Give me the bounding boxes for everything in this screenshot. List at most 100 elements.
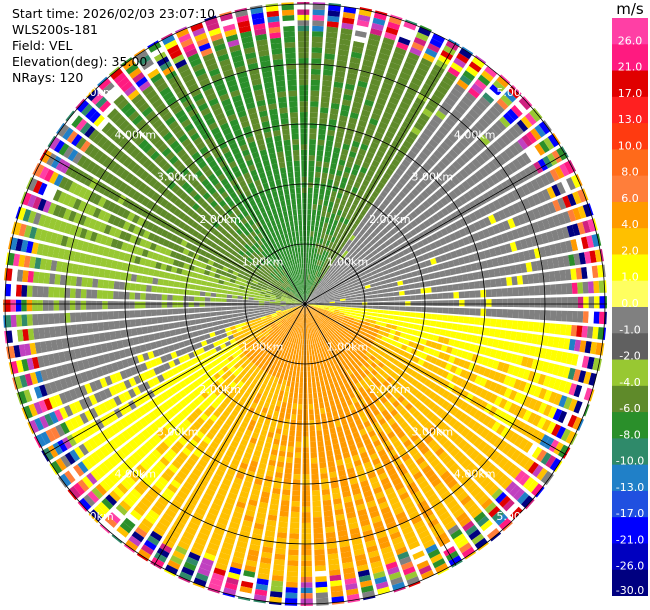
range-gate <box>315 319 319 325</box>
range-gate <box>437 421 447 431</box>
range-gate <box>124 368 133 378</box>
range-gate <box>322 256 327 263</box>
range-gate <box>209 384 217 392</box>
range-gate <box>151 387 160 396</box>
range-gate <box>129 319 137 327</box>
range-gate <box>146 317 153 325</box>
range-gate <box>258 462 267 470</box>
range-gate <box>354 253 361 260</box>
range-gate <box>410 306 416 312</box>
range-gate <box>326 279 332 285</box>
range-gate <box>465 393 474 403</box>
range-gate <box>302 436 309 442</box>
range-gate <box>424 186 434 196</box>
range-gate <box>374 491 385 500</box>
range-gate <box>415 391 424 400</box>
range-gate <box>329 283 335 289</box>
range-gate <box>197 368 205 377</box>
range-gate <box>498 385 508 396</box>
range-gate <box>252 528 264 536</box>
range-gate <box>283 321 289 326</box>
range-gate <box>325 270 330 276</box>
range-gate <box>78 443 89 456</box>
range-gate <box>309 310 313 316</box>
range-gate <box>209 577 223 587</box>
range-gate <box>436 368 445 377</box>
range-gate <box>269 591 283 598</box>
range-gate <box>557 444 569 458</box>
range-gate <box>280 344 286 351</box>
range-gate <box>268 509 278 516</box>
range-gate <box>520 116 533 129</box>
range-gate <box>103 459 114 471</box>
range-gate <box>265 436 273 444</box>
range-gate <box>302 452 310 459</box>
range-gate <box>285 587 298 594</box>
range-gate <box>55 424 66 437</box>
range-gate <box>293 365 297 372</box>
range-gate <box>253 522 265 530</box>
range-gate <box>67 489 77 501</box>
range-gate <box>347 271 354 277</box>
range-gate <box>312 500 321 507</box>
range-gate <box>311 316 315 322</box>
range-gate <box>328 293 334 297</box>
range-gate <box>409 201 418 210</box>
range-gate <box>197 567 211 577</box>
range-gate <box>173 322 180 329</box>
range-gate <box>309 247 312 253</box>
range-gate <box>418 180 428 190</box>
range-gate <box>329 360 335 367</box>
range-gate <box>331 316 337 321</box>
range-gate <box>228 463 238 472</box>
range-gate <box>301 182 307 188</box>
range-gate <box>341 176 348 184</box>
range-gate <box>405 346 413 353</box>
range-gate <box>454 125 465 136</box>
range-gate <box>410 335 417 342</box>
range-gate <box>347 254 354 261</box>
range-gate <box>231 352 239 359</box>
range-gate <box>406 86 418 97</box>
range-gate <box>346 281 353 286</box>
range-gate <box>527 209 536 222</box>
range-gate <box>326 135 335 142</box>
range-gate <box>419 112 430 123</box>
range-gate <box>561 297 568 308</box>
range-gate <box>441 75 455 87</box>
range-gate <box>81 458 93 471</box>
range-gate <box>319 341 323 348</box>
range-gate <box>363 490 373 498</box>
range-gate <box>406 505 418 516</box>
range-gate <box>213 388 222 397</box>
range-gate <box>320 328 326 334</box>
range-gate <box>333 311 340 314</box>
range-gate <box>447 292 454 299</box>
range-gate <box>403 91 415 101</box>
range-gate <box>372 328 380 334</box>
range-gate <box>484 347 492 357</box>
range-gate <box>372 439 382 448</box>
range-gate <box>375 10 388 16</box>
range-gate <box>341 359 347 366</box>
range-gate <box>105 426 116 438</box>
range-gate <box>239 530 251 538</box>
range-gate <box>527 195 537 208</box>
range-gate <box>308 317 311 323</box>
range-gate <box>337 368 343 375</box>
range-gate <box>373 388 381 396</box>
range-gate <box>87 490 100 504</box>
range-gate <box>287 358 292 365</box>
range-gate <box>164 423 174 433</box>
range-gate <box>202 345 210 352</box>
range-gate <box>41 450 50 462</box>
range-gate <box>302 501 311 507</box>
range-gate <box>447 242 455 251</box>
range-gate <box>188 374 196 383</box>
range-gate <box>599 248 604 262</box>
range-gate <box>301 544 312 550</box>
range-gate <box>248 499 258 507</box>
range-gate <box>422 200 431 209</box>
range-gate <box>6 330 13 344</box>
range-gate <box>464 203 473 214</box>
